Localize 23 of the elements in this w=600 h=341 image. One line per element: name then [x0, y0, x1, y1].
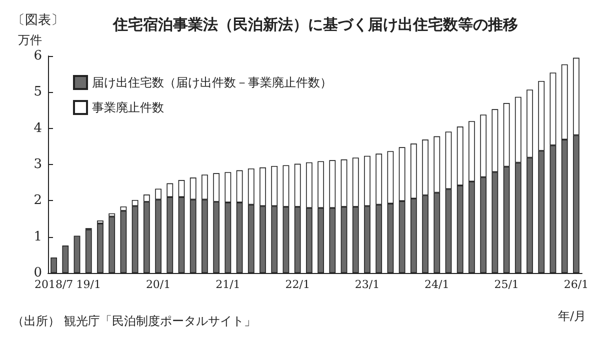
chart-title: 住宅宿泊事業法（民泊新法）に基づく届け出住宅数等の推移 [112, 16, 518, 34]
x-tick-label: 25/1 [494, 278, 519, 291]
x-tick-label: 23/1 [354, 278, 380, 291]
legend-label: 事業廃止件数 [92, 100, 164, 114]
text: （出所） 観光庁「民泊制度ポータルサイト」 [12, 314, 256, 328]
y-tick-label: 6 [34, 48, 42, 64]
x-tick-label: 24/1 [424, 278, 450, 291]
y-tick-label: 5 [34, 84, 42, 100]
y-tick-label: 1 [34, 229, 42, 244]
y-tick-label: 3 [34, 157, 42, 172]
x-tick-label: 20/1 [146, 278, 171, 291]
y-tick-label: 2 [34, 193, 42, 208]
y-tick-label: 0 [34, 266, 42, 280]
legend-label: 届け出住宅数（届け出件数－事業廃止件数） [92, 76, 332, 90]
y-tick-label: 4 [34, 120, 42, 136]
x-axis-title: 年/月 [558, 309, 586, 323]
text: 〔図表〕 [12, 13, 64, 28]
x-tick-label: 21/1 [216, 278, 240, 291]
x-tick-label: 2018/7 [34, 278, 74, 291]
x-tick-label: 26/1 [564, 278, 589, 291]
y-axis-title: 万件 [18, 33, 42, 47]
x-tick-label: 19/1 [76, 278, 101, 291]
x-tick-label: 22/1 [285, 278, 310, 291]
